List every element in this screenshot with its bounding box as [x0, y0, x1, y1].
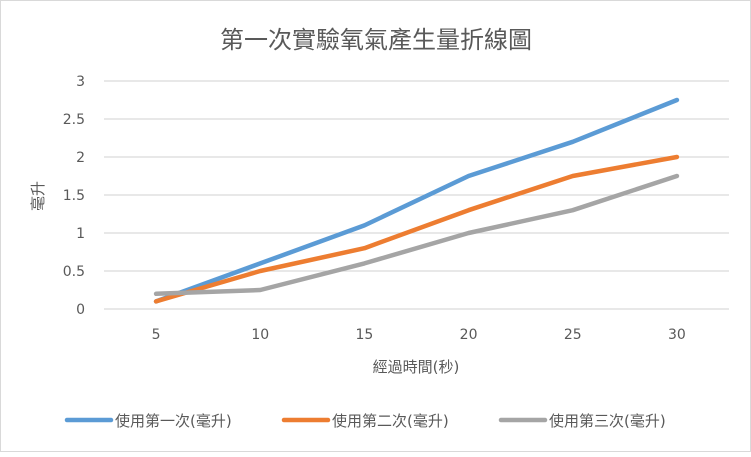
y-tick-label: 0 [76, 302, 85, 318]
x-tick-label: 30 [668, 327, 686, 343]
x-tick-label: 5 [152, 327, 161, 343]
y-tick-label: 0.5 [63, 264, 85, 280]
y-tick-label: 1 [76, 226, 85, 242]
x-tick-label: 25 [564, 327, 582, 343]
series-line-2 [156, 157, 677, 301]
legend-label: 使用第一次(毫升) [115, 412, 232, 430]
x-tick-label: 20 [460, 327, 478, 343]
x-axis-label: 經過時間(秒) [373, 358, 460, 376]
series-line-3 [156, 176, 677, 294]
y-tick-label: 3 [76, 74, 85, 90]
chart-title: 第一次實驗氧氣產生量折線圖 [220, 26, 532, 54]
y-tick-label: 2.5 [63, 112, 85, 128]
y-tick-label: 1.5 [63, 188, 85, 204]
legend-label: 使用第三次(毫升) [549, 412, 666, 430]
legend-label: 使用第二次(毫升) [332, 412, 449, 430]
x-tick-label: 15 [356, 327, 374, 343]
y-axis-label: 毫升 [29, 181, 47, 211]
x-tick-label: 10 [251, 327, 269, 343]
y-tick-label: 2 [76, 150, 85, 166]
